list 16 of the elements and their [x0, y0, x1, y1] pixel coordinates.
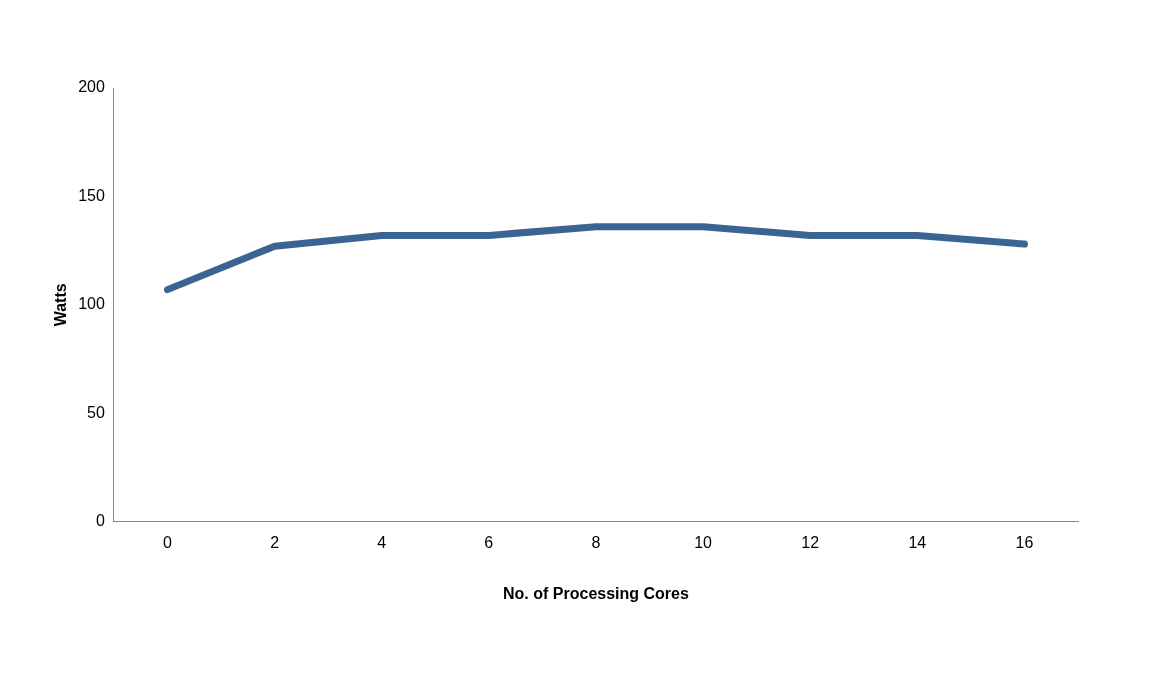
y-tick-label: 150	[78, 186, 105, 204]
x-tick-label: 0	[163, 533, 172, 551]
y-tick-label: 0	[95, 512, 105, 530]
x-tick-label: 4	[377, 533, 387, 551]
x-tick-label: 6	[484, 533, 494, 551]
x-tick-label: 8	[591, 533, 601, 551]
x-tick-label: 2	[270, 533, 280, 551]
y-tick-label: 100	[78, 295, 105, 313]
x-tick-label: 14	[908, 533, 927, 551]
x-tick-label: 16	[1015, 533, 1034, 551]
y-tick-label: 50	[87, 403, 105, 421]
x-tick-label: 10	[694, 533, 713, 551]
x-tick-label: 12	[801, 533, 820, 551]
y-axis-title: Watts	[52, 283, 70, 327]
x-axis-title: No. of Processing Cores	[503, 584, 689, 602]
y-tick-label: 200	[78, 78, 105, 96]
